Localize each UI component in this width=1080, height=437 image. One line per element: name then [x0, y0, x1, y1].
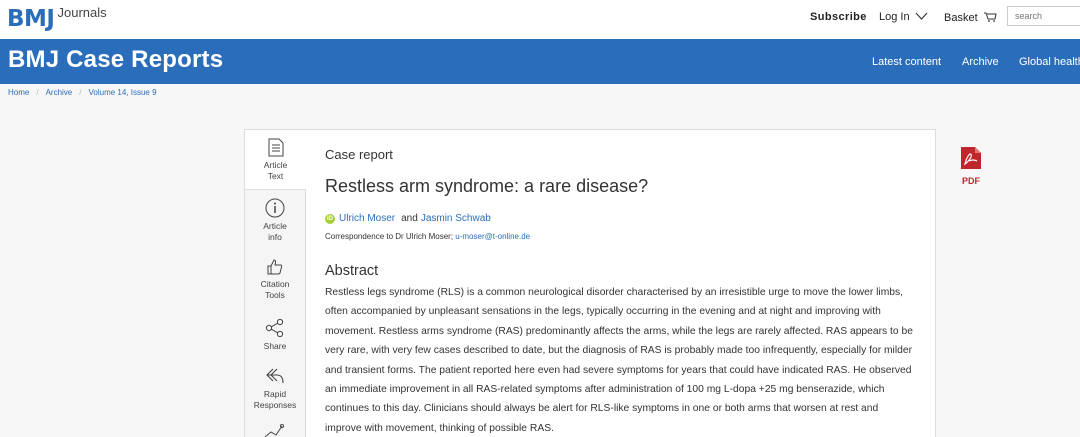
logo-journals-text: Journals: [57, 5, 107, 20]
tool-label: Text: [267, 171, 284, 181]
article-type: Case report: [325, 147, 393, 162]
nav-latest-content[interactable]: Latest content: [872, 56, 942, 68]
author-list: iD Ulrich Moser and Jasmin Schwab: [325, 213, 491, 224]
share-icon: [245, 318, 305, 338]
tool-more[interactable]: [245, 424, 305, 437]
journal-header-bar: BMJ Case Reports Latest content Archive …: [0, 39, 1080, 84]
pdf-download-button[interactable]: PDF: [959, 146, 983, 186]
chevron-down-icon: [915, 11, 928, 23]
tool-label: Tools: [265, 290, 285, 300]
correspondence-email-link[interactable]: u-moser@t-online.de: [455, 232, 531, 241]
breadcrumb-separator: /: [79, 88, 82, 97]
author-conjunction: and: [401, 213, 418, 224]
reply-icon: [245, 366, 305, 386]
article-card: Article Text Article info Citation Tools…: [244, 129, 981, 437]
tool-label: Citation: [260, 279, 290, 289]
tool-label: Responses: [253, 400, 297, 410]
orcid-icon[interactable]: iD: [325, 213, 335, 224]
breadcrumb-issue[interactable]: Volume 14, Issue 9: [88, 88, 157, 97]
tool-article-info[interactable]: Article info: [245, 198, 305, 243]
article-tools-sidebar: Article Text Article info Citation Tools…: [245, 130, 306, 437]
tool-label: Article: [263, 160, 288, 170]
login-label: Log In: [879, 11, 910, 23]
tool-share[interactable]: Share: [245, 318, 305, 352]
nav-archive[interactable]: Archive: [962, 56, 999, 68]
basket-icon: [983, 11, 997, 25]
correspondence: Correspondence to Dr Ulrich Moser; u-mos…: [325, 232, 530, 241]
top-utility-bar: BMJ Journals Subscribe Log In Basket: [0, 0, 1080, 39]
journal-title[interactable]: BMJ Case Reports: [8, 46, 224, 73]
breadcrumb-home[interactable]: Home: [8, 88, 30, 97]
abstract-text: Restless legs syndrome (RLS) is a common…: [325, 287, 913, 434]
pdf-icon: [960, 147, 982, 174]
thumbs-up-icon: [245, 258, 305, 276]
author-link[interactable]: Ulrich Moser: [339, 213, 396, 224]
abstract-heading: Abstract: [325, 263, 379, 279]
search-input[interactable]: [1007, 6, 1080, 26]
breadcrumb-separator: /: [36, 88, 39, 97]
tool-label: info: [268, 232, 282, 242]
article-title: Restless arm syndrome: a rare disease?: [325, 176, 649, 196]
nav-global-health[interactable]: Global health: [1019, 56, 1080, 68]
pdf-label: PDF: [962, 176, 980, 186]
basket-link[interactable]: Basket: [944, 11, 997, 25]
tool-article-text[interactable]: Article Text: [245, 130, 306, 190]
tool-citation-tools[interactable]: Citation Tools: [245, 258, 305, 301]
subscribe-link[interactable]: Subscribe: [810, 11, 867, 23]
logo-bmj-text: BMJ: [7, 6, 55, 32]
tool-label: Rapid: [263, 389, 287, 399]
login-link[interactable]: Log In: [879, 11, 928, 23]
info-icon: [245, 198, 305, 218]
breadcrumb-archive[interactable]: Archive: [45, 88, 73, 97]
tool-label: Share: [263, 341, 287, 351]
basket-label: Basket: [944, 12, 978, 24]
correspondence-prefix: Correspondence to Dr Ulrich Moser;: [325, 232, 456, 241]
tool-rapid-responses[interactable]: Rapid Responses: [245, 366, 305, 411]
author-link[interactable]: Jasmin Schwab: [420, 213, 491, 224]
chart-icon: [245, 424, 305, 437]
bmj-journals-logo[interactable]: BMJ Journals: [7, 4, 107, 34]
breadcrumb: Home / Archive / Volume 14, Issue 9: [8, 88, 157, 97]
document-icon: [245, 138, 306, 157]
tool-label: Article: [263, 221, 287, 231]
